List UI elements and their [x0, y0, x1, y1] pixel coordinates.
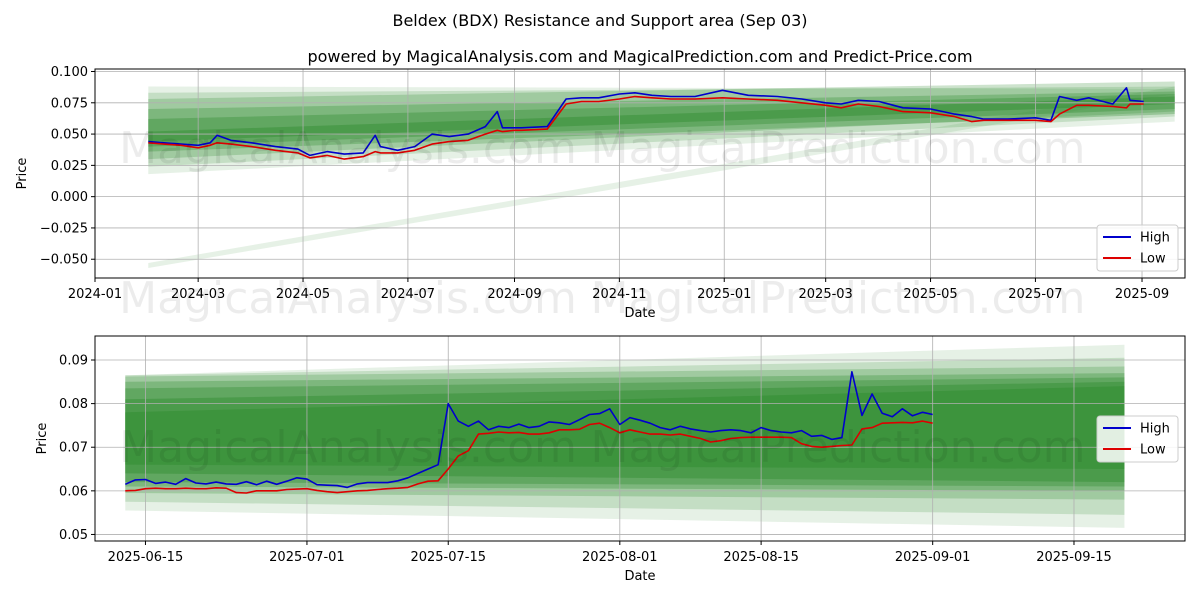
x-tick-label: 2025-08-15 [723, 550, 799, 565]
figure-title: Beldex (BDX) Resistance and Support area… [392, 11, 807, 30]
y-tick-label: 0.100 [51, 65, 88, 80]
x-tick-label: 2024-07 [381, 287, 435, 302]
x-tick-label: 2024-09 [487, 287, 541, 302]
x-tick-label: 2025-05 [903, 287, 957, 302]
band-6 [125, 386, 1125, 470]
price-series [124, 370, 933, 494]
series-high-line [148, 87, 1144, 157]
legend-high-label: High [1140, 231, 1170, 246]
grid-lines [94, 69, 1185, 278]
x-tick-label: 2024-03 [171, 287, 225, 302]
series-low-line [148, 95, 1144, 160]
x-tick-label: 2024-01 [68, 287, 122, 302]
y-tick-label: 0.05 [59, 528, 88, 543]
y-tick-label: 0.000 [51, 190, 88, 205]
y-tick-label: 0.025 [51, 159, 88, 174]
grid-lines [95, 336, 1185, 541]
series-low-line [125, 420, 933, 494]
y-axis-label: Price [35, 423, 50, 455]
y-tick-label: 0.075 [51, 96, 88, 111]
band-1 [148, 86, 1175, 167]
watermark-prediction-lower: MagicalPrediction.com [591, 273, 1086, 324]
y-tick-label: −0.025 [40, 221, 88, 236]
y-axis-label: Price [15, 158, 30, 190]
legend: High Low [1096, 415, 1179, 463]
x-tick-label: 2025-06-15 [108, 550, 184, 565]
axis-ticks: 2024-01 2024-03 2024-05 2024-07 2024-09 2024-… [40, 65, 1169, 302]
band-4 [148, 94, 1175, 147]
price-series [148, 87, 1144, 160]
watermark-analysis-lower: MagicalAnalysis.com [119, 273, 577, 324]
x-tick-label: 2025-07-01 [269, 550, 345, 565]
y-tick-label: 0.07 [59, 441, 88, 456]
y-tick-label: 0.06 [59, 484, 88, 499]
x-tick-label: 2025-09-01 [895, 550, 971, 565]
x-tick-label: 2024-11 [592, 287, 646, 302]
band-3 [148, 91, 1175, 152]
watermark-prediction: MagicalPrediction.com [591, 123, 1086, 174]
x-tick-label: 2025-08-01 [582, 550, 658, 565]
y-tick-label: −0.050 [40, 253, 88, 268]
legend: High Low [1096, 224, 1179, 272]
x-tick-label: 2025-01 [697, 287, 751, 302]
x-tick-label: 2025-03 [799, 287, 853, 302]
watermark-analysis: MagicalAnalysis.com [119, 422, 577, 473]
legend-high-label: High [1140, 422, 1170, 437]
watermark-prediction: MagicalPrediction.com [591, 422, 1086, 473]
figure-subtitle: powered by MagicalAnalysis.com and Magic… [307, 47, 972, 66]
watermark-analysis: MagicalAnalysis.com [119, 123, 577, 174]
band-2 [148, 81, 1175, 160]
x-tick-label: 2025-09 [1115, 287, 1169, 302]
chart-full-range: 2024-01 2024-03 2024-05 2024-07 2024-09 2024-… [15, 65, 1186, 324]
x-tick-label: 2024-05 [276, 287, 330, 302]
y-tick-label: 0.08 [59, 397, 88, 412]
band-6 [148, 86, 1175, 268]
x-axis-label: Date [624, 306, 655, 321]
x-tick-label: 2025-07-15 [410, 550, 486, 565]
y-tick-label: 0.050 [51, 128, 88, 143]
y-tick-label: 0.09 [59, 353, 88, 368]
x-tick-label: 2025-09-15 [1036, 550, 1112, 565]
axes-frame [94, 68, 1186, 279]
x-tick-label: 2025-07 [1008, 287, 1062, 302]
chart-zoomed-range: 2025-06-15 2025-07-01 2025-07-15 2025-08-01… [35, 335, 1186, 584]
axes-frame [94, 335, 1186, 542]
legend-low-label: Low [1140, 443, 1166, 458]
legend-low-label: Low [1140, 252, 1166, 267]
axis-ticks: 2025-06-15 2025-07-01 2025-07-15 2025-08-01… [59, 353, 1112, 565]
x-axis-label: Date [624, 569, 655, 584]
band-1 [125, 357, 1125, 515]
series-high-line [124, 370, 933, 489]
